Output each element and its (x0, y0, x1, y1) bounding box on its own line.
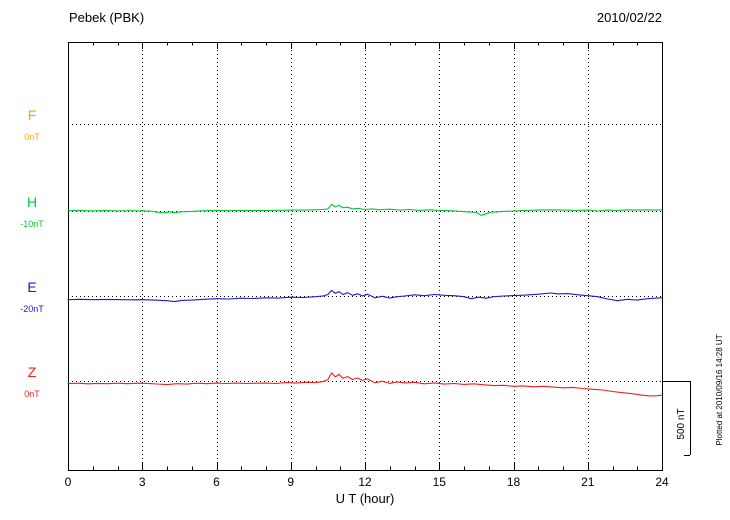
scale-bar: 500 nT (662, 381, 691, 456)
plotted-at-label: Plotted at 2010/09/16 14:28 UT (715, 334, 724, 445)
station-title: Pebek (PBK) (69, 10, 145, 25)
channel-label-E: E (27, 279, 37, 295)
series-traces (67, 203, 663, 397)
channel-block-Z: Z 0nT (0, 364, 64, 400)
channel-block-F: F 0nT (0, 107, 64, 143)
x-tick-label: 0 (65, 475, 72, 489)
channel-block-E: E -20nT (0, 279, 64, 315)
x-axis-title: U T (hour) (335, 491, 395, 506)
x-tick-labels: 0 3 6 9 12 15 18 21 24 (65, 475, 669, 489)
x-tick-label: 21 (581, 475, 595, 489)
x-tick-label: 3 (139, 475, 146, 489)
x-tick-label: 9 (287, 475, 294, 489)
x-tick-label: 18 (507, 475, 521, 489)
scale-bar-label: 500 nT (676, 408, 687, 439)
channel-baseline-F: 0nT (24, 132, 40, 142)
trace-H (67, 203, 663, 216)
x-tick-label: 15 (433, 475, 447, 489)
trace-Z (67, 372, 663, 397)
x-tick-label: 24 (655, 475, 669, 489)
channel-block-H: H -10nT (0, 194, 64, 230)
x-tick-label: 6 (213, 475, 220, 489)
trace-E (67, 289, 663, 303)
grid-lines (68, 42, 662, 470)
x-tick-label: 12 (358, 475, 372, 489)
channel-label-H: H (26, 194, 38, 210)
channel-baseline-E: -20nT (20, 304, 44, 314)
channel-label-Z: Z (27, 364, 37, 380)
channel-baseline-Z: 0nT (24, 389, 40, 399)
channel-label-F: F (27, 107, 37, 123)
date-label: 2010/02/22 (596, 10, 662, 25)
axis-ticks (93, 42, 638, 470)
channel-baseline-H: -10nT (20, 219, 44, 229)
